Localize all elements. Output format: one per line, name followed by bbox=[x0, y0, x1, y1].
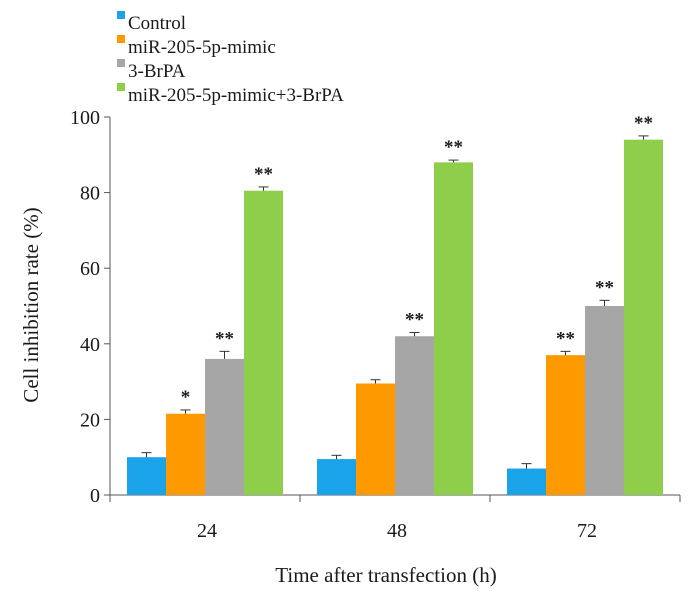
bars: *************** bbox=[127, 113, 663, 496]
y-tick-label: 20 bbox=[80, 409, 100, 431]
significance-mark: * bbox=[181, 387, 191, 408]
bar-mir-205-5p-mimic-24 bbox=[166, 413, 205, 495]
y-axis: 0 20 40 60 80 100 bbox=[70, 107, 111, 507]
legend-label: miR-205-5p-mimic+3-BrPA bbox=[128, 85, 344, 106]
y-tick-label: 80 bbox=[80, 183, 100, 205]
y-tick-label: 100 bbox=[70, 107, 100, 129]
bar-mir-205-5p-mimic-72 bbox=[546, 355, 585, 495]
bar-3-brpa-24 bbox=[205, 358, 244, 495]
bar-mir-205-5p-mimic-48 bbox=[356, 383, 395, 495]
x-tick-label: 72 bbox=[577, 520, 597, 542]
y-tick-label: 40 bbox=[80, 334, 100, 356]
bar-mir-205-5p-mimic-3-brpa-48 bbox=[434, 162, 473, 496]
x-tick-label: 24 bbox=[197, 520, 217, 542]
significance-mark: ** bbox=[254, 164, 273, 185]
x-axis: 24 48 72 bbox=[109, 494, 681, 542]
legend-swatch bbox=[117, 35, 125, 43]
legend: Control miR-205-5p-mimic 3-BrPA miR-205-5p-… bbox=[117, 11, 344, 106]
legend-label: miR-205-5p-mimic bbox=[128, 37, 276, 58]
y-tick-label: 0 bbox=[90, 485, 100, 507]
bar-control-24 bbox=[127, 457, 166, 495]
legend-label: Control bbox=[128, 13, 186, 34]
x-tick-label: 48 bbox=[387, 520, 407, 542]
bar-3-brpa-72 bbox=[585, 306, 624, 495]
bar-3-brpa-48 bbox=[395, 336, 434, 495]
y-tick-label: 60 bbox=[80, 258, 100, 280]
bar-control-48 bbox=[317, 459, 356, 495]
legend-label: 3-BrPA bbox=[128, 61, 186, 82]
legend-swatch bbox=[117, 83, 125, 91]
significance-mark: ** bbox=[634, 113, 653, 134]
significance-mark: ** bbox=[215, 328, 234, 349]
bar-control-72 bbox=[507, 468, 546, 495]
significance-mark: ** bbox=[444, 137, 463, 158]
bar-mir-205-5p-mimic-3-brpa-72 bbox=[624, 139, 663, 495]
legend-swatch bbox=[117, 11, 125, 19]
significance-mark: ** bbox=[556, 328, 575, 349]
legend-swatch bbox=[117, 59, 125, 67]
bar-mir-205-5p-mimic-3-brpa-24 bbox=[244, 190, 283, 495]
x-axis-title: Time after transfection (h) bbox=[275, 563, 496, 587]
significance-mark: ** bbox=[405, 309, 424, 330]
significance-mark: ** bbox=[595, 277, 614, 298]
y-axis-title: Cell inhibition rate (%) bbox=[19, 207, 43, 402]
